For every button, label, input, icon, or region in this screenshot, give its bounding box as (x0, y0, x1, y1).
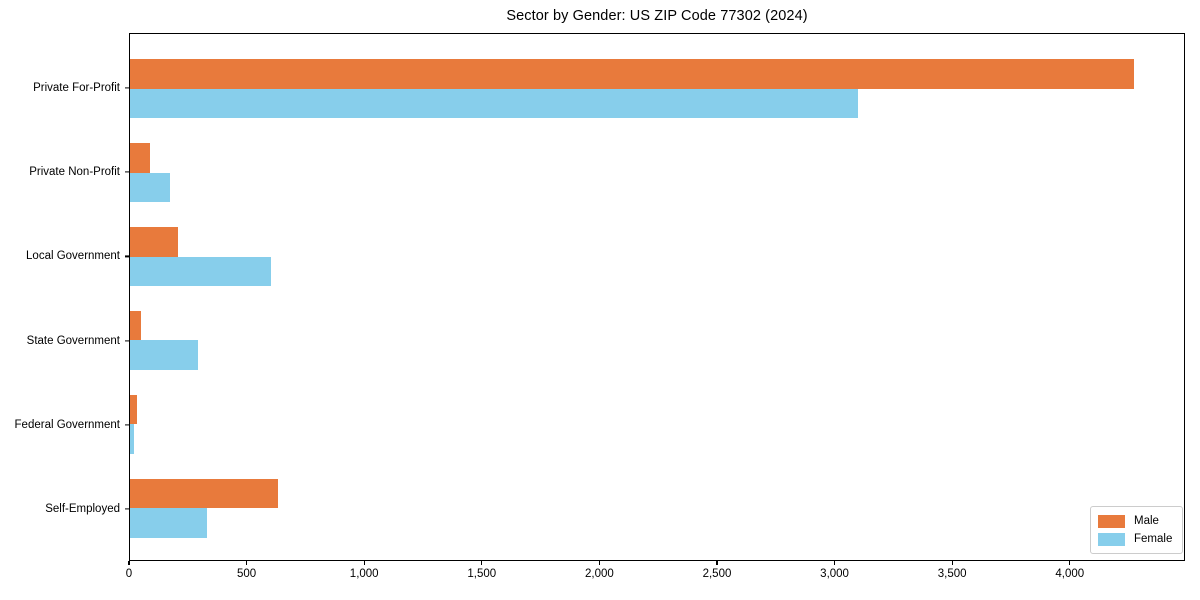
bar-female (130, 424, 134, 454)
bar-female (130, 340, 199, 370)
y-tick-mark (125, 255, 129, 257)
x-tick-label: 1,000 (349, 568, 379, 580)
x-tick-label: 0 (125, 568, 133, 580)
bar-male (130, 478, 278, 509)
legend: Male Female (1090, 506, 1183, 554)
bar-female (130, 508, 208, 538)
x-tick-mark (716, 561, 718, 565)
x-tick-label: 2,000 (584, 568, 614, 580)
x-tick-mark (363, 561, 365, 565)
female-color-swatch (1098, 532, 1125, 546)
y-tick-label: State Government (26, 334, 120, 347)
y-tick-label: Local Government (26, 250, 120, 263)
y-tick-mark (125, 87, 129, 89)
y-cell: Self-Employed (0, 467, 129, 551)
bar-male (130, 59, 1134, 89)
x-tick-label: 3,000 (820, 568, 849, 580)
y-tick-mark (125, 340, 129, 342)
bar-group (130, 382, 1184, 466)
y-cell: State Government (0, 298, 129, 382)
y-cell: Private For-Profit (0, 46, 129, 130)
bar-male (130, 310, 141, 341)
x-tick-mark (245, 561, 248, 565)
bar-group (130, 466, 1184, 550)
bar-female (130, 172, 170, 203)
bar-group (130, 299, 1184, 383)
legend-entry-male: Male (1098, 514, 1182, 528)
y-tick-mark (125, 424, 129, 426)
bar-group (130, 131, 1184, 215)
x-tick-label: 1,500 (467, 568, 497, 580)
x-axis: 0 500 1,000 1,500 2,000 2,500 3,000 3,500 4,000 (125, 561, 1185, 591)
y-tick-label: Federal Government (14, 418, 120, 431)
bar-female (130, 256, 271, 287)
y-tick-mark (125, 171, 129, 173)
y-tick-mark (125, 508, 129, 510)
x-tick-mark (951, 561, 953, 565)
legend-label-male: Male (1134, 515, 1159, 527)
x-tick-label: 500 (237, 568, 257, 580)
y-tick-label: Private For-Profit (33, 81, 120, 94)
bar-male (130, 143, 150, 173)
y-cell: Local Government (0, 214, 129, 298)
bar-male (130, 227, 179, 257)
y-cell: Private Non-Profit (0, 130, 129, 214)
legend-entry-female: Female (1098, 532, 1182, 546)
plot-area (129, 33, 1185, 561)
y-tick-label: Self-Employed (45, 503, 120, 516)
y-cell: Federal Government (0, 383, 129, 467)
legend-label-female: Female (1134, 533, 1173, 545)
y-axis: Private For-Profit Private Non-Profit Loca… (0, 33, 129, 561)
chart-title: Sector by Gender: US ZIP Code 77302 (202… (506, 8, 808, 24)
x-tick-label: 4,000 (1055, 568, 1085, 580)
bar-group (130, 215, 1184, 299)
bar-group (130, 47, 1184, 131)
x-tick-label: 2,500 (702, 568, 732, 580)
bar-male (130, 394, 138, 425)
x-tick-mark (598, 561, 600, 565)
x-tick-mark (1069, 561, 1071, 565)
x-tick-label: 3,500 (937, 568, 967, 580)
x-tick-mark (833, 561, 836, 565)
bar-groups (130, 34, 1184, 560)
x-tick-mark (481, 561, 483, 565)
y-tick-label: Private Non-Profit (29, 166, 120, 179)
bar-female (130, 88, 858, 119)
male-color-swatch (1098, 514, 1125, 528)
x-tick-mark (128, 561, 130, 565)
